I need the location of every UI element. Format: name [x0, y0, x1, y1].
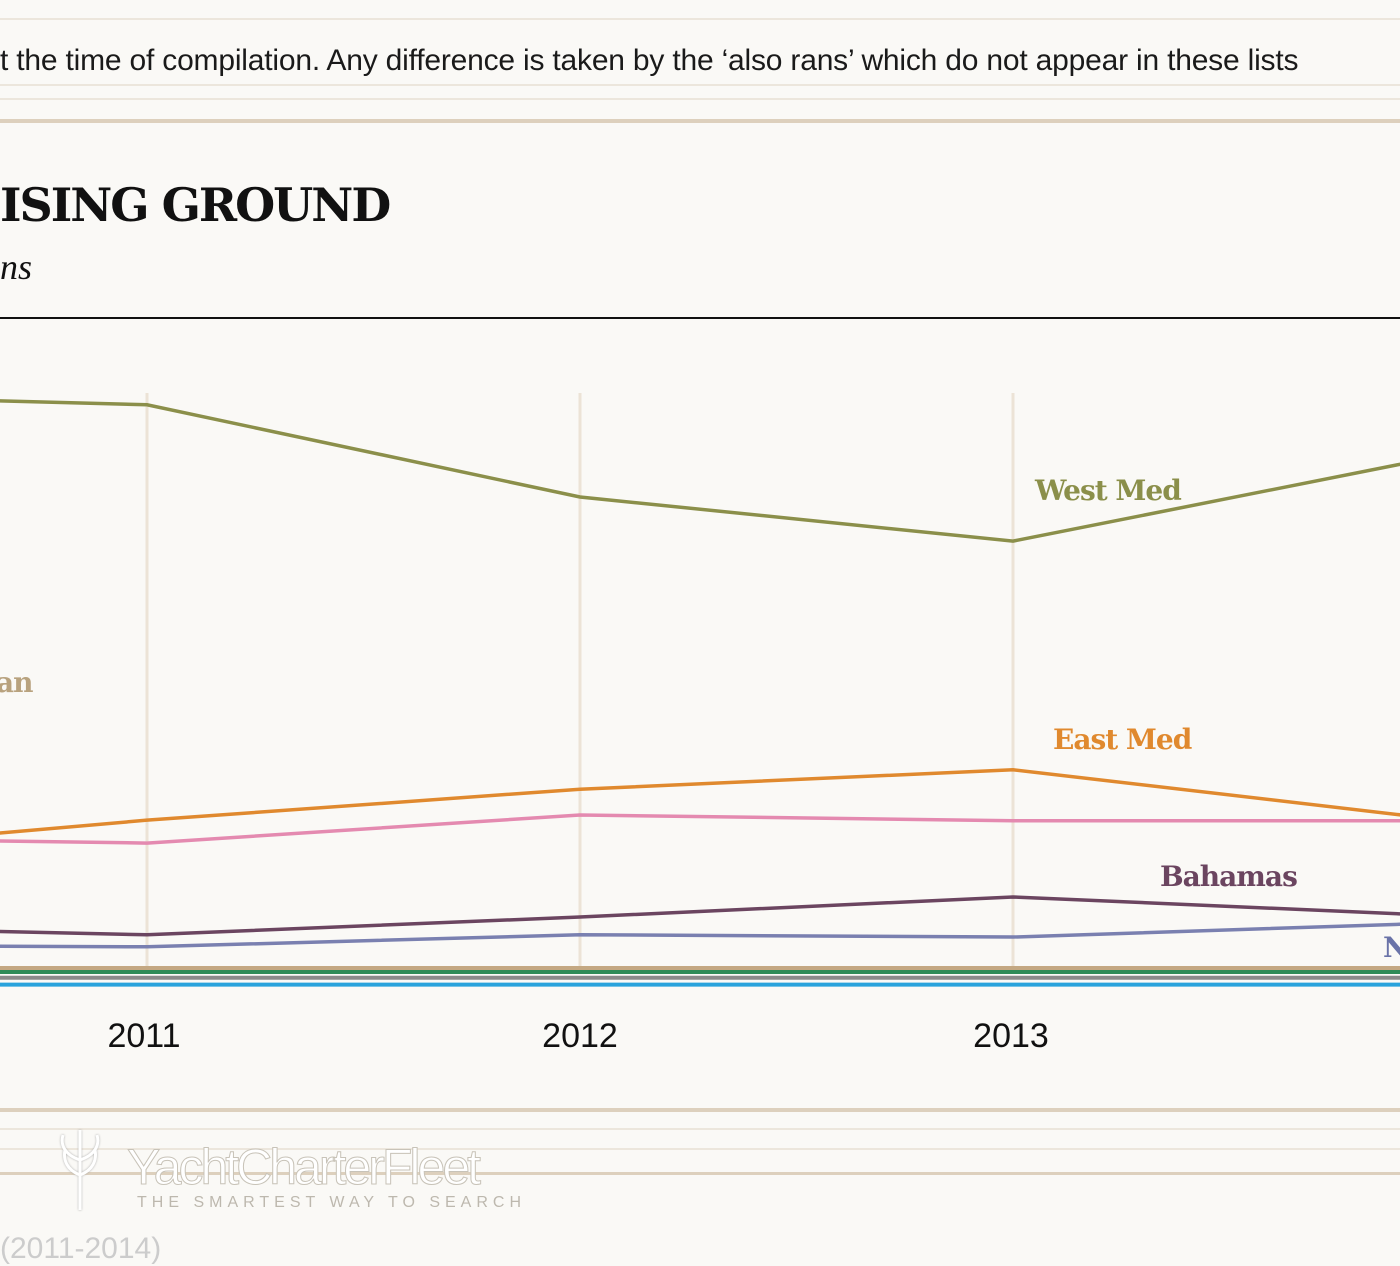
cut-off-text: (2011-2014): [0, 1232, 162, 1265]
divider: [0, 1128, 1400, 1130]
logo-name: YachtCharterFleet: [126, 1139, 481, 1196]
compilation-note: t the time of compilation. Any differenc…: [0, 44, 1299, 77]
divider: [0, 98, 1400, 100]
label-bahamas: Bahamas: [1160, 860, 1297, 893]
label-east-med: East Med: [1053, 723, 1192, 756]
label-west-med: West Med: [1034, 474, 1181, 507]
series-line-bahamas: [0, 895, 1400, 937]
label-n: N: [1383, 931, 1400, 964]
x-tick-2012: 2012: [542, 1017, 618, 1055]
x-tick-2011: 2011: [107, 1017, 180, 1055]
divider: [0, 18, 1400, 20]
trident-logo-icon: [60, 1130, 100, 1210]
divider: [0, 1108, 1400, 1112]
logo-tagline: THE SMARTEST WAY TO SEARCH: [137, 1194, 527, 1211]
divider: [0, 84, 1400, 86]
series-line-n: [0, 922, 1400, 949]
series-line-east-med: [0, 767, 1400, 835]
chart-subtitle: ns: [0, 247, 33, 287]
x-tick-2013: 2013: [973, 1017, 1049, 1055]
divider: [0, 1172, 1400, 1175]
series-line-west-med: [0, 399, 1400, 543]
chart-title: ISING GROUND: [0, 178, 391, 232]
series-line-3: [0, 813, 1400, 845]
label-an: an: [0, 666, 33, 699]
divider: [0, 119, 1400, 123]
divider: [0, 1148, 1400, 1150]
